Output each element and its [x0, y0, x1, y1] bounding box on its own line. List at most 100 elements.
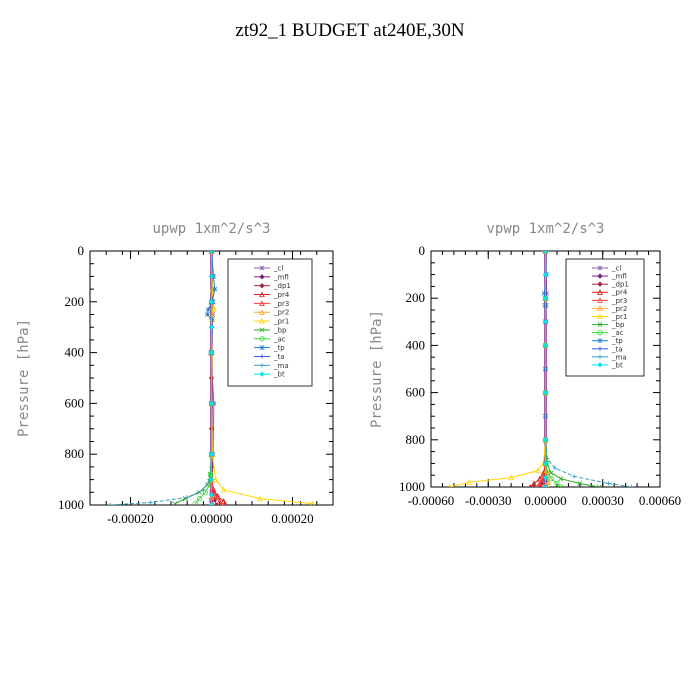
series-point-pr1 [210, 306, 217, 313]
series-point-ac [548, 476, 554, 482]
legend-marker-bt [597, 362, 603, 368]
legend-marker-bp [597, 322, 603, 328]
series-point-pr3 [536, 480, 543, 487]
legend-label-bp: _bp [273, 326, 287, 334]
y-tick-label: 800 [406, 432, 426, 447]
series-line-pr4 [529, 251, 546, 487]
series-point-bt [208, 349, 215, 356]
series-point-bt [542, 437, 549, 443]
legend-marker-pr3 [597, 297, 603, 303]
series-point-bt [542, 389, 549, 396]
legend-marker-pr1 [259, 317, 265, 324]
series-point-ac [196, 496, 202, 502]
legend-label-dp1: _dp1 [273, 282, 291, 290]
legend-marker-tp [259, 345, 265, 351]
series-point-tp [205, 312, 210, 317]
series-point-bt [208, 476, 215, 483]
series-point-ma [201, 487, 206, 492]
series-point-ma [571, 474, 577, 479]
legend-marker-cl [597, 265, 603, 271]
series-point-pr1 [508, 474, 514, 481]
legend-label-pr3: _pr3 [611, 297, 627, 305]
series-point-ac [558, 484, 564, 487]
legend-label-pr2: _pr2 [611, 305, 627, 313]
legend-label-tp: _tp [611, 337, 623, 345]
series-point-bp [172, 501, 178, 505]
series-point-pr3 [212, 493, 219, 499]
series-point-tp [543, 302, 549, 308]
series-point-bt [542, 474, 549, 481]
series-point-ac [192, 501, 198, 505]
legend-label-ta: _ta [611, 345, 623, 353]
legend-label-ma: _ma [611, 353, 627, 361]
series-point-bt [542, 295, 549, 301]
series-point-ac [554, 480, 560, 487]
series-point-ma [185, 495, 190, 500]
series-line-ac [194, 251, 212, 505]
series-point-ma [148, 500, 153, 505]
x-tick-label: -0.00020 [107, 511, 154, 526]
x-tick-label: 0.00060 [639, 493, 681, 508]
legend-marker-ta [597, 346, 603, 351]
legend-label-pr4: _pr4 [611, 289, 628, 297]
series-point-tp [541, 291, 547, 296]
series-point-pr4 [531, 480, 537, 487]
series-point-ma [108, 502, 113, 505]
legend-marker-pr4 [259, 291, 265, 298]
y-axis-label: Pressure [hPa] [16, 319, 32, 437]
series-point-pr4 [220, 498, 227, 504]
y-tick-label: 800 [65, 446, 85, 461]
series-point-bt [542, 342, 549, 349]
legend-label-cl: _cl [273, 265, 283, 273]
series-point-pr1 [466, 479, 473, 485]
series-point-bt [208, 451, 215, 457]
legend-marker-ac [597, 330, 603, 336]
series-point-bt [208, 492, 215, 498]
series-point-bp [548, 470, 554, 476]
legend-marker-pr1 [597, 313, 603, 320]
legend-label-pr1: _pr1 [273, 318, 289, 326]
series-point-pr1 [257, 495, 263, 502]
series-point-pr3 [539, 475, 546, 482]
legend-label-pr1: _pr1 [611, 313, 627, 321]
y-tick-label: 0 [419, 243, 426, 258]
y-tick-label: 600 [65, 395, 85, 410]
series-point-pr1 [220, 486, 227, 493]
legend-label-pr2: _pr2 [273, 309, 289, 317]
legend-marker-bp [259, 327, 265, 333]
x-tick-label: -0.00060 [408, 493, 455, 508]
series-point-ma [552, 465, 558, 471]
legend-marker-ma [597, 354, 603, 360]
series-point-bt [208, 324, 215, 330]
series-line-bp [174, 251, 212, 505]
series-point-bt [542, 319, 549, 325]
series-point-bt [208, 400, 215, 407]
legend-label-cl: _cl [611, 265, 621, 273]
legend-label-bt: _bt [273, 371, 285, 379]
legend-marker-pr2 [597, 305, 603, 311]
series-point-bp [558, 476, 564, 482]
y-tick-label: 200 [65, 294, 85, 309]
legend-label-ac: _ac [611, 329, 624, 337]
series-point-bp [577, 480, 583, 486]
chart-title: zt92_1 BUDGET at240E,30N [235, 20, 465, 41]
series-point-ma [629, 484, 634, 487]
series-point-ma [606, 481, 611, 486]
y-tick-label: 0 [78, 243, 85, 258]
series-point-bp [596, 484, 602, 487]
panel-title: vpwp 1xm^2/s^3 [486, 221, 604, 237]
series-line-pr1 [449, 251, 546, 487]
y-tick-label: 600 [406, 385, 426, 400]
x-tick-label: 0.00020 [271, 511, 313, 526]
series-point-pr3 [210, 486, 216, 493]
x-tick-label: 0.00030 [582, 493, 624, 508]
legend-label-ma: _ma [273, 362, 289, 370]
series-point-tp [205, 306, 211, 312]
legend-label-mfl: _mfl [611, 273, 627, 281]
legend-marker-mfl [597, 273, 603, 279]
series-point-pr1 [535, 467, 541, 474]
series-point-bt [208, 273, 215, 280]
series-point-ac [208, 471, 214, 478]
panel-2: vpwp 1xm^2/s^3 Pressure [hPa] 0 200 400 600 80… [369, 221, 681, 508]
